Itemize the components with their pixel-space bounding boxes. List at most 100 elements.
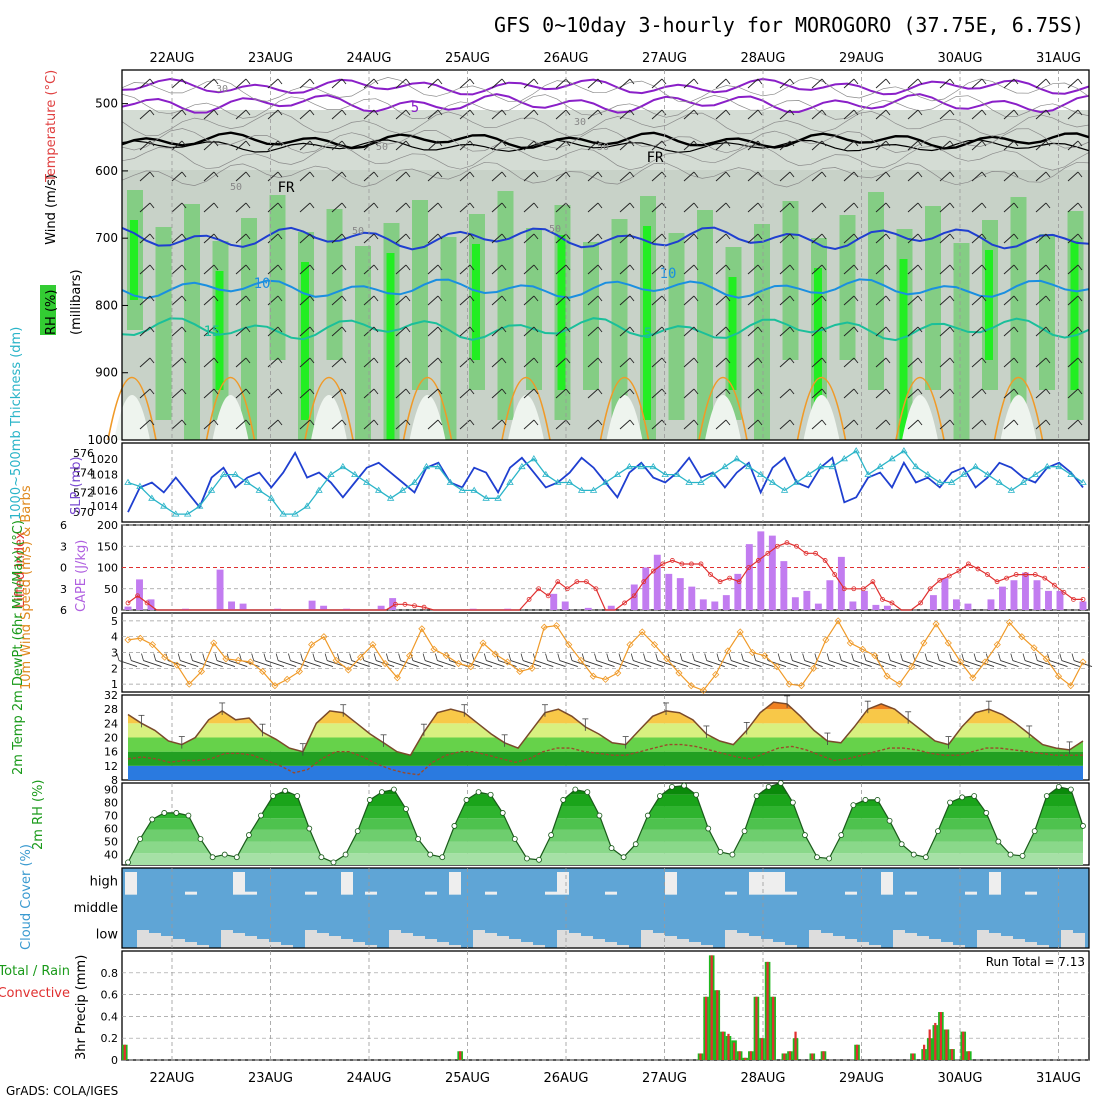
rh-band xyxy=(128,783,1083,795)
cape-bar xyxy=(757,531,765,610)
wind-barb-flag xyxy=(757,326,763,333)
li-marker xyxy=(564,586,570,592)
wind-barb-flag xyxy=(373,202,379,209)
rh-marker xyxy=(1068,786,1074,793)
wind-barb xyxy=(683,388,695,399)
wind-barb-flag xyxy=(1013,264,1019,271)
wind-speed-line xyxy=(127,619,1084,692)
li-marker xyxy=(650,568,656,574)
precip-convective-bar xyxy=(123,1044,126,1060)
wind-barb xyxy=(235,202,247,213)
cloud-low-bar xyxy=(1025,942,1037,948)
wind-speed-marker xyxy=(699,686,708,694)
cloud-high-bar xyxy=(749,872,761,895)
wind-barb xyxy=(139,388,151,399)
wind-barb xyxy=(171,109,183,120)
cape-bar xyxy=(826,580,834,610)
wind-barb xyxy=(811,388,823,399)
wind-barb-flag xyxy=(309,295,315,302)
wind-barb-10m xyxy=(216,660,236,667)
wind-barb xyxy=(267,357,279,368)
li-marker xyxy=(927,586,933,592)
wind-barb-flag xyxy=(469,388,475,395)
wind-barb-flag xyxy=(661,109,667,116)
wind-barb-10m-flag xyxy=(814,653,818,661)
rh-marker xyxy=(511,836,518,842)
rh-tick: 90 xyxy=(104,784,118,797)
li-marker xyxy=(526,596,532,602)
rh-patch xyxy=(1039,234,1055,390)
cape-bar xyxy=(1056,590,1064,610)
wind-barb xyxy=(459,326,471,337)
wind-barb-flag xyxy=(693,326,699,333)
wind-barb xyxy=(1003,326,1015,337)
wind-barb xyxy=(171,388,183,399)
wind-barb-flag xyxy=(469,171,475,178)
wind-barb xyxy=(523,419,535,430)
wind-barb-flag xyxy=(1045,202,1051,209)
wind-barb-flag xyxy=(981,388,987,395)
wind-barb xyxy=(651,357,663,368)
wind-barb xyxy=(331,326,343,337)
slp-marker xyxy=(912,462,920,470)
wind-barb-flag xyxy=(341,109,347,116)
wind-barb-flag xyxy=(1045,233,1051,240)
wind-speed-marker xyxy=(210,639,218,647)
wind-barb-flag xyxy=(629,264,635,271)
cape-bar xyxy=(147,599,155,610)
temp-band xyxy=(128,709,1083,724)
rh-marker xyxy=(935,828,941,835)
wind-barb xyxy=(875,233,887,244)
rh-band-lower xyxy=(122,170,1089,440)
wind-barb xyxy=(1067,419,1079,430)
wind-speed-marker xyxy=(883,672,891,680)
wind-barb xyxy=(299,78,311,89)
wind-barb-flag xyxy=(213,419,219,426)
rh-marker xyxy=(729,851,736,858)
wind-barb-flag xyxy=(949,388,955,395)
wind-speed-marker xyxy=(1030,644,1038,652)
wind-barb-flag xyxy=(1077,388,1083,395)
cloud-low-bar xyxy=(857,942,869,948)
wind-barb xyxy=(299,295,311,306)
wind-barb-10m-flag xyxy=(851,653,854,661)
wind-barb-10m-flag xyxy=(838,653,842,661)
cape-bar xyxy=(228,601,236,610)
wind-barb-flag xyxy=(277,419,283,426)
wind-barb-flag xyxy=(181,78,187,85)
wind-barb-10m-flag xyxy=(936,653,940,661)
cloud-high-bar xyxy=(341,872,353,895)
cape-tick: 100 xyxy=(97,562,118,575)
wind-barb-flag xyxy=(373,264,379,271)
wind-barb xyxy=(491,295,503,306)
wind-barb xyxy=(139,357,151,368)
cloud-low-bar xyxy=(533,945,545,948)
wind-barb-10m-flag xyxy=(924,653,928,661)
wind-barb xyxy=(555,264,567,275)
precip-convective-bar xyxy=(911,1053,915,1060)
wind-barb-10m xyxy=(1012,660,1031,667)
li-marker xyxy=(421,604,427,610)
wind-barb-10m xyxy=(290,660,309,667)
li-marker xyxy=(679,561,685,567)
li-marker xyxy=(641,579,647,585)
cloud-high-bar xyxy=(365,891,377,895)
precip-tick: 0.4 xyxy=(101,1010,119,1023)
cape-bar xyxy=(274,608,282,610)
date-label-bottom: 30AUG xyxy=(937,1071,982,1086)
wind-barb-flag xyxy=(821,326,827,333)
wind-barb xyxy=(171,171,183,182)
thickness-ylabel: 1000~500mb Thickness (dm) xyxy=(9,327,24,520)
date-label-bottom: 26AUG xyxy=(543,1071,588,1086)
wind-barb-flag xyxy=(373,78,379,85)
wind-barb-10m xyxy=(437,660,456,667)
wind-ylabel: 10m Wind Speed (m/s) & Barbs xyxy=(19,485,34,690)
precip-convective-bar xyxy=(962,1031,965,1060)
precip-label-total: Total / Rain xyxy=(0,964,70,979)
wind-barb-10m-flag xyxy=(753,653,757,661)
precip-convective-bar xyxy=(766,961,769,1060)
slp-marker xyxy=(876,462,884,470)
li-marker xyxy=(1080,596,1086,602)
wind-barb-flag xyxy=(725,326,731,333)
li-marker xyxy=(918,600,924,606)
